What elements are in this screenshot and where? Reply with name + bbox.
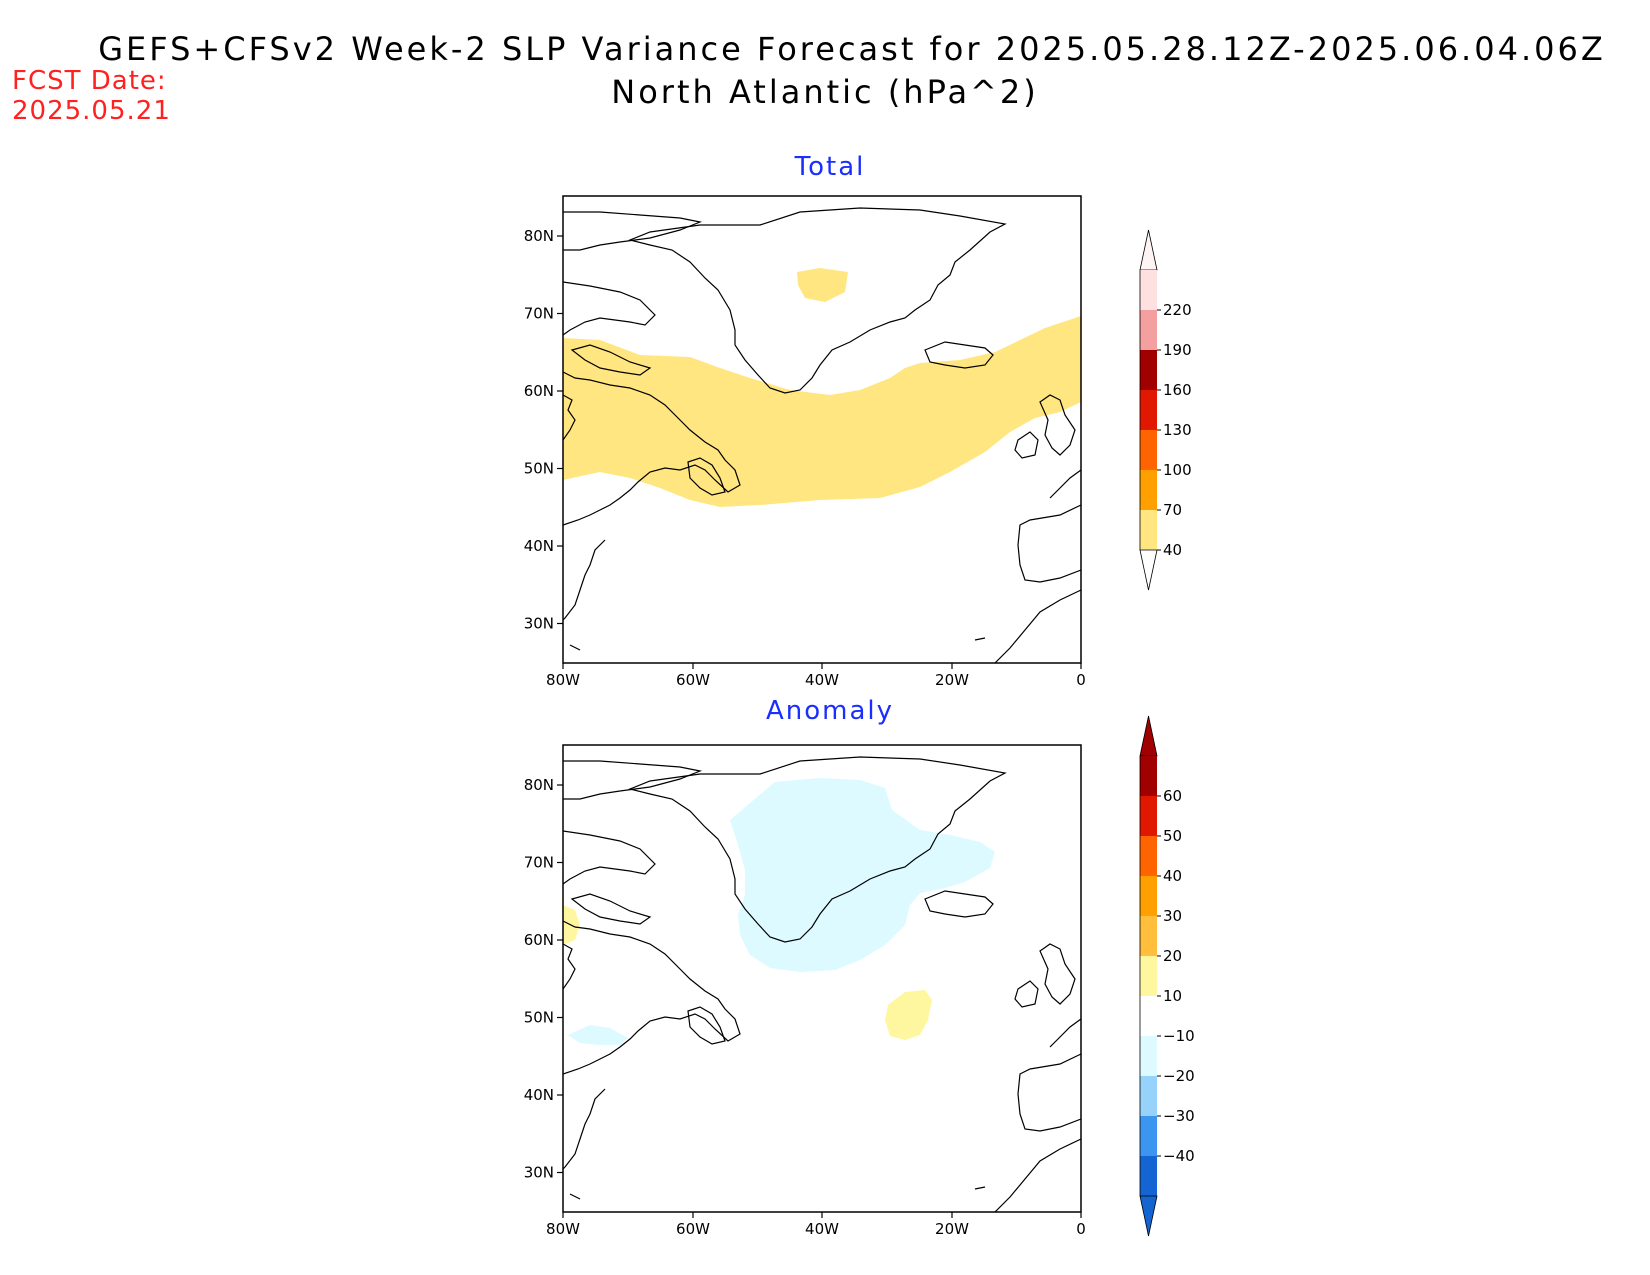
lat-tick-label: 80N <box>524 776 554 794</box>
colorbar-bin <box>1140 350 1157 390</box>
colorbar-label: 60 <box>1163 787 1182 805</box>
colorbar-bin <box>1140 310 1157 350</box>
colorbar-bin <box>1140 916 1157 956</box>
colorbar-label: 50 <box>1163 827 1182 845</box>
lon-tick-label: 0 <box>1076 1220 1086 1238</box>
variance-band-40-70 <box>563 316 1081 507</box>
chart-subtitle: North Atlantic (hPa^2) <box>611 73 1039 111</box>
colorbar-label: −30 <box>1163 1107 1195 1125</box>
colorbar-bin <box>1140 470 1157 510</box>
colorbar-anomaly: 60 50 40 30 20 10 −10 −20 −30 −40 <box>1139 715 1195 1237</box>
colorbar-label: −10 <box>1163 1027 1195 1045</box>
lat-tick-label: 40N <box>524 537 554 555</box>
lon-tick-label: 40W <box>805 1220 839 1238</box>
colorbar-label: −40 <box>1163 1147 1195 1165</box>
colorbar-bin <box>1140 1076 1157 1116</box>
lat-tick-label: 70N <box>524 854 554 872</box>
coastlines-total <box>563 207 1081 663</box>
variance-blob-greenland <box>797 268 848 302</box>
colorbar-bin <box>1140 1156 1157 1196</box>
colorbar-bin <box>1140 1036 1157 1076</box>
colorbar-bin <box>1140 1116 1157 1156</box>
colorbar-bin <box>1140 270 1157 310</box>
lat-tick-label: 40N <box>524 1086 554 1104</box>
colorbar-label: 30 <box>1163 907 1182 925</box>
lon-tick-label: 80W <box>546 1220 580 1238</box>
lon-tick-label: 60W <box>676 671 710 689</box>
lon-tick-label: 60W <box>676 1220 710 1238</box>
axis-ticks-total: 80W 60W 40W 20W 0 80N 70N 60N 50N 40N 30N <box>524 227 1086 689</box>
lon-tick-label: 80W <box>546 671 580 689</box>
panel-title-anomaly: Anomaly <box>765 696 895 726</box>
lon-tick-label: 20W <box>935 1220 969 1238</box>
colorbar-bin <box>1140 796 1157 836</box>
lat-tick-label: 60N <box>524 931 554 949</box>
colorbar-label: 220 <box>1163 301 1192 319</box>
anomaly-negative-area <box>730 778 995 972</box>
colorbar-total: 220 190 160 130 100 70 40 <box>1139 229 1192 591</box>
forecast-date-value: 2025.05.21 <box>12 96 171 126</box>
anomaly-positive-blob <box>885 990 932 1040</box>
lat-tick-label: 50N <box>524 460 554 478</box>
colorbar-label: 190 <box>1163 341 1192 359</box>
colorbar-label: 100 <box>1163 461 1192 479</box>
colorbar-bin <box>1140 956 1157 996</box>
colorbar-bottom-tip <box>1139 1195 1158 1237</box>
chart-title: GEFS+CFSv2 Week-2 SLP Variance Forecast … <box>98 30 1606 68</box>
colorbar-label: 160 <box>1163 381 1192 399</box>
lat-tick-label: 60N <box>524 382 554 400</box>
colorbar-bin <box>1140 510 1157 550</box>
colorbar-label: −20 <box>1163 1067 1195 1085</box>
colorbar-label: 70 <box>1163 501 1182 519</box>
panel-title-total: Total <box>794 152 866 182</box>
lat-tick-label: 80N <box>524 227 554 245</box>
coastlines-anomaly <box>563 756 1081 1212</box>
axis-ticks-anomaly: 80W 60W 40W 20W 0 80N 70N 60N 50N 40N 30N <box>524 776 1086 1238</box>
lat-tick-label: 30N <box>524 615 554 633</box>
lat-tick-label: 50N <box>524 1009 554 1027</box>
colorbar-label: 40 <box>1163 541 1182 559</box>
colorbar-top-tip <box>1139 715 1158 757</box>
map-panel-anomaly: 80W 60W 40W 20W 0 80N 70N 60N 50N 40N 30N <box>524 744 1086 1238</box>
forecast-date-label: FCST Date: <box>12 66 167 96</box>
lat-tick-label: 30N <box>524 1164 554 1182</box>
lon-tick-label: 0 <box>1076 671 1086 689</box>
colorbar-bin <box>1140 836 1157 876</box>
colorbar-top-tip <box>1139 229 1158 271</box>
colorbar-bin <box>1140 996 1157 1036</box>
colorbar-bin <box>1140 876 1157 916</box>
colorbar-label: 130 <box>1163 421 1192 439</box>
colorbar-label: 40 <box>1163 867 1182 885</box>
lon-tick-label: 20W <box>935 671 969 689</box>
lat-tick-label: 70N <box>524 305 554 323</box>
colorbar-bin <box>1140 390 1157 430</box>
colorbar-label: 20 <box>1163 947 1182 965</box>
colorbar-bin <box>1140 430 1157 470</box>
colorbar-bin <box>1140 756 1157 796</box>
lon-tick-label: 40W <box>805 671 839 689</box>
colorbar-bottom-tip <box>1139 549 1158 591</box>
anomaly-negative-small <box>568 1025 628 1045</box>
map-panel-total: 80W 60W 40W 20W 0 80N 70N 60N 50N 40N 30N <box>524 195 1086 689</box>
colorbar-label: 10 <box>1163 987 1182 1005</box>
